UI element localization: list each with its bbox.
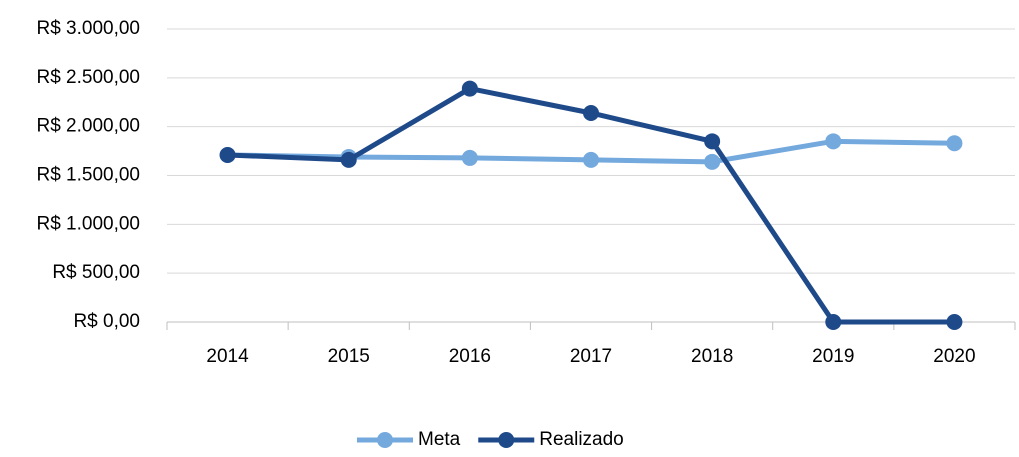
x-tick-label: 2016 [449, 346, 491, 367]
data-point [461, 149, 478, 166]
x-tick-label: 2015 [328, 346, 370, 367]
legend-label: Meta [418, 429, 461, 450]
y-tick-label: R$ 3.000,00 [36, 18, 140, 39]
data-point [946, 314, 963, 330]
x-tick-label: 2018 [691, 346, 733, 367]
x-tick-label: 2014 [206, 346, 249, 367]
data-point [340, 151, 357, 168]
y-tick-label: R$ 1.000,00 [36, 213, 140, 234]
y-tick-label: R$ 500,00 [52, 262, 140, 283]
data-point [946, 135, 963, 152]
data-point [461, 80, 478, 97]
data-point [583, 104, 599, 121]
legend-label: Realizado [539, 429, 624, 450]
x-tick-label: 2020 [933, 346, 975, 367]
data-point [583, 151, 599, 168]
y-tick-label: R$ 2.500,00 [36, 67, 140, 88]
y-tick-label: R$ 2.000,00 [36, 116, 140, 137]
legend-marker [498, 432, 515, 448]
series-line [227, 86, 955, 325]
data-point [825, 314, 842, 330]
x-tick-label: 2017 [570, 346, 612, 367]
data-point [219, 146, 236, 163]
data-point [704, 153, 721, 170]
y-tick-label: R$ 1.500,00 [36, 165, 140, 186]
y-tick-label: R$ 0,00 [73, 311, 140, 332]
data-point [825, 133, 842, 150]
legend-marker [377, 432, 393, 448]
data-point [704, 133, 721, 150]
x-tick-label: 2019 [812, 346, 854, 367]
